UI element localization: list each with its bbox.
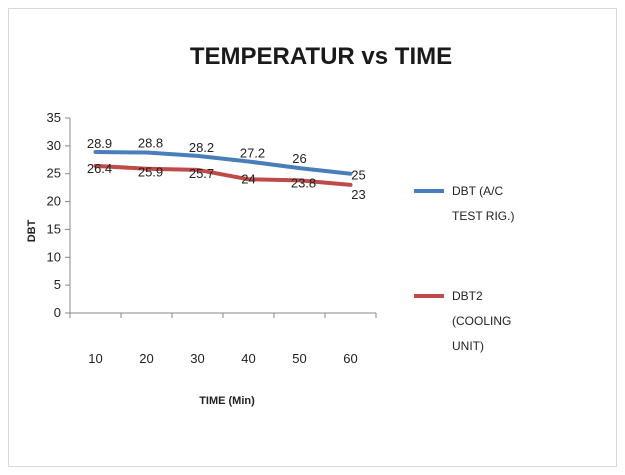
legend-label: UNIT): [452, 339, 484, 353]
y-tick-label: 25: [47, 166, 61, 181]
legend-label: DBT2: [452, 289, 483, 303]
line-chart: TEMPERATUR vs TIME DBT TIME (Min) 0 5 10 15…: [26, 43, 514, 407]
x-tick-label: 50: [292, 351, 306, 366]
series-group: 28.9 28.8 28.2 27.2 26 25 26.4 25.9 25.7 24 23.8 23: [87, 136, 366, 202]
data-point: [299, 167, 300, 169]
data-point: [197, 155, 198, 157]
x-axis-label: TIME (Min): [199, 395, 255, 407]
y-axis-label: DBT: [26, 219, 38, 242]
legend-label: TEST RIG.): [452, 209, 514, 223]
data-point: [350, 184, 351, 186]
data-point: [299, 179, 300, 181]
legend-label: DBT (A/C: [452, 184, 503, 198]
x-tick-label: 20: [139, 351, 153, 366]
data-label: 25.9: [138, 165, 163, 180]
y-tick-label: 10: [47, 249, 61, 264]
data-point: [248, 178, 249, 180]
data-label: 24: [241, 171, 255, 186]
legend: DBT (A/C TEST RIG.) DBT2 (COOLING UNIT): [414, 184, 514, 353]
legend-label: (COOLING: [452, 314, 511, 328]
chart-title: TEMPERATUR vs TIME: [190, 43, 452, 70]
x-tick-label: 60: [343, 351, 357, 366]
data-point: [146, 152, 147, 154]
y-tick-label: 30: [47, 138, 61, 153]
data-label: 23: [351, 187, 365, 202]
data-point: [197, 169, 198, 171]
y-tick-label: 35: [47, 110, 61, 125]
data-label: 28.2: [189, 140, 214, 155]
axes: 0 5 10 15 20 25 30 35 10 20 30 40 50 60: [47, 110, 377, 366]
x-tick-label: 10: [88, 351, 102, 366]
data-label: 26.4: [87, 161, 112, 176]
y-tick-label: 20: [47, 194, 61, 209]
data-point: [248, 160, 249, 162]
data-point: [350, 173, 351, 175]
data-label: 28.9: [87, 136, 112, 151]
data-label: 26: [292, 151, 306, 166]
x-tick-label: 40: [241, 351, 255, 366]
data-label: 27.2: [240, 145, 265, 160]
data-label: 28.8: [138, 136, 163, 151]
data-label: 25: [351, 168, 365, 183]
chart-frame: TEMPERATUR vs TIME DBT TIME (Min) 0 5 10 15…: [8, 8, 617, 467]
data-point: [95, 165, 96, 167]
y-tick-label: 15: [47, 221, 61, 236]
x-tick-label: 30: [190, 351, 204, 366]
data-point: [146, 168, 147, 170]
y-tick-label: 5: [54, 277, 61, 292]
data-point: [95, 151, 96, 153]
y-tick-label: 0: [54, 305, 61, 320]
data-label: 25.7: [189, 166, 214, 181]
data-label: 23.8: [291, 175, 316, 190]
series-line-1: [93, 149, 353, 176]
series-line-2: [93, 163, 353, 187]
